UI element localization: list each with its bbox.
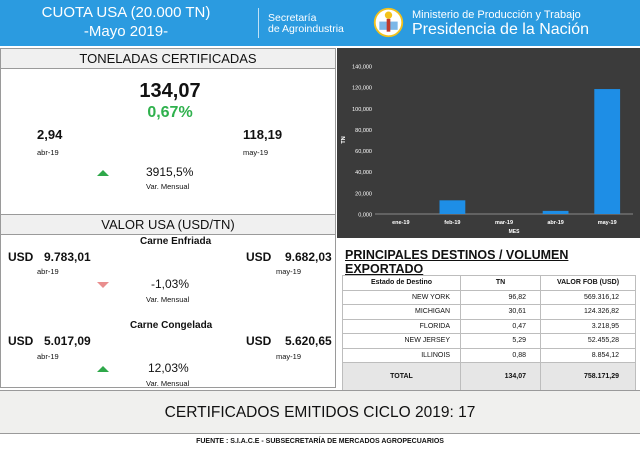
cell-tn: 0,88	[460, 347, 541, 363]
toneladas-pct: 0,67%	[147, 104, 193, 121]
congelada-curr-label: may-19	[276, 352, 302, 361]
table-row: MICHIGAN 30,61 124.326,82	[342, 304, 636, 320]
cell-estado: MICHIGAN	[342, 304, 461, 320]
enfriada-curr-label: may-19	[276, 267, 302, 276]
section-divider	[1, 214, 335, 215]
y-tick-label: 80,000	[355, 128, 372, 134]
toneladas-total: 134,07	[139, 80, 201, 102]
congelada-variation-label: Var. Mensual	[146, 379, 190, 388]
header-bar	[0, 0, 640, 46]
table-header-row: Estado de Destino TN VALOR FOB (USD)	[342, 275, 636, 291]
col-header-valor: VALOR FOB (USD)	[540, 275, 636, 291]
cell-estado: FLORIDA	[342, 318, 461, 334]
bar-feb-19	[439, 200, 466, 214]
enfriada-curr-value: 9.682,03	[285, 250, 332, 264]
enfriada-prev-label: abr-19	[37, 267, 59, 276]
y-tick-label: 120,000	[352, 86, 372, 92]
cell-estado: ILLINOIS	[342, 347, 461, 363]
cell-tn: 5,29	[460, 333, 541, 349]
congelada-title: Carne Congelada	[130, 320, 213, 331]
secretaria-line2: de Agroindustria	[268, 23, 344, 35]
x-tick-label: feb-19	[444, 220, 460, 226]
col-header-estado: Estado de Destino	[342, 275, 461, 291]
col-header-tn: TN	[460, 275, 541, 291]
y-tick-label: 40,000	[355, 170, 372, 176]
congelada-curr-currency: USD	[246, 334, 272, 348]
x-tick-label: ene-19	[392, 220, 409, 226]
report-title-line1: CUOTA USA (20.000 TN)	[41, 4, 211, 21]
header-divider	[258, 8, 259, 38]
secretaria-logo-text: Secretaría de Agroindustria	[268, 13, 344, 35]
y-tick-label: 20,000	[355, 191, 372, 197]
table-total-row: TOTAL 134,07 758.171,29	[342, 362, 636, 391]
toneladas-curr-value: 118,19	[243, 127, 283, 142]
report-title-line2: -Mayo 2019-	[83, 23, 169, 40]
down-arrow-icon	[97, 282, 109, 288]
cell-valor: 569.316,12	[540, 289, 636, 305]
enfriada-prev-value: 9.783,01	[44, 250, 91, 264]
cell-valor: 124.326,82	[540, 304, 636, 320]
y-tick-label: 140,000	[352, 65, 372, 71]
congelada-prev-value: 5.017,09	[44, 334, 91, 348]
cell-valor: 52.455,28	[540, 333, 636, 349]
bar-may-19	[594, 89, 621, 214]
enfriada-title: Carne Enfriada	[140, 236, 212, 247]
table-row: ILLINOIS 0,88 8.854,12	[342, 347, 636, 363]
y-tick-label: 0,000	[358, 213, 372, 219]
chart-area: 0,000 20,000 40,000 60,000 80,000 100,000 120,…	[337, 48, 640, 238]
cell-tn: 96,82	[460, 289, 541, 305]
report-title: CUOTA USA (20.000 TN) -Mayo 2019-	[0, 3, 252, 41]
up-arrow-icon	[97, 366, 109, 372]
enfriada-variation: -1,03%	[151, 277, 190, 291]
cell-estado: NEW JERSEY	[342, 333, 461, 349]
destinos-heading: PRINCIPALES DESTINOS / VOLUMEN EXPORTADO	[345, 248, 569, 276]
presidencia-name: Presidencia de la Nación	[412, 21, 589, 38]
toneladas-variation: 3915,5%	[146, 165, 194, 179]
x-tick-label: mar-19	[495, 220, 513, 226]
monthly-tonnage-bar-chart: 0,000 20,000 40,000 60,000 80,000 100,000 120,…	[341, 65, 633, 235]
cell-total-label: TOTAL	[342, 362, 461, 391]
cell-tn: 30,61	[460, 304, 541, 320]
cell-tn: 0,47	[460, 318, 541, 334]
congelada-prev-label: abr-19	[37, 352, 59, 361]
toneladas-heading: TONELADAS CERTIFICADAS	[1, 49, 335, 69]
bar-abr-19	[542, 210, 569, 214]
cell-estado: NEW YORK	[342, 289, 461, 305]
congelada-curr-value: 5.620,65	[285, 334, 332, 348]
congelada-variation: 12,03%	[148, 361, 189, 375]
toneladas-curr-label: may-19	[243, 148, 269, 157]
toneladas-variation-label: Var. Mensual	[146, 182, 190, 191]
congelada-prev-currency: USD	[8, 334, 34, 348]
toneladas-prev-value: 2,94	[37, 127, 63, 142]
source-note: FUENTE : S.I.A.C.E - SUBSECRETARÍA DE ME…	[196, 438, 444, 445]
enfriada-curr-currency: USD	[246, 250, 272, 264]
toneladas-prev-label: abr-19	[37, 148, 59, 157]
y-axis-label: TN	[341, 136, 347, 143]
y-tick-label: 100,000	[352, 107, 372, 113]
certificados-banner: CERTIFICADOS EMITIDOS CICLO 2019: 17	[0, 390, 640, 434]
table-row: NEW YORK 96,82 569.316,12	[342, 289, 636, 305]
table-row: NEW JERSEY 5,29 52.455,28	[342, 333, 636, 349]
ministerio-name: Ministerio de Producción y Trabajo	[412, 9, 581, 21]
argentina-coat-of-arms-icon	[373, 7, 404, 38]
cell-total-tn: 134,07	[460, 362, 541, 391]
cell-valor: 8.854,12	[540, 347, 636, 363]
table-row: FLORIDA 0,47 3.218,95	[342, 318, 636, 334]
x-tick-label: may-19	[598, 220, 617, 226]
valor-heading: VALOR USA (USD/TN)	[1, 215, 335, 235]
cell-valor: 3.218,95	[540, 318, 636, 334]
secretaria-line1: Secretaría	[268, 12, 317, 24]
x-tick-label: abr-19	[547, 220, 564, 226]
up-arrow-icon	[97, 170, 109, 176]
cell-total-valor: 758.171,29	[540, 362, 636, 391]
enfriada-prev-currency: USD	[8, 250, 34, 264]
destinos-table: Estado de Destino TN VALOR FOB (USD) NEW…	[342, 275, 636, 391]
y-tick-label: 60,000	[355, 149, 372, 155]
x-axis-label: MES	[509, 229, 521, 235]
enfriada-variation-label: Var. Mensual	[146, 295, 190, 304]
